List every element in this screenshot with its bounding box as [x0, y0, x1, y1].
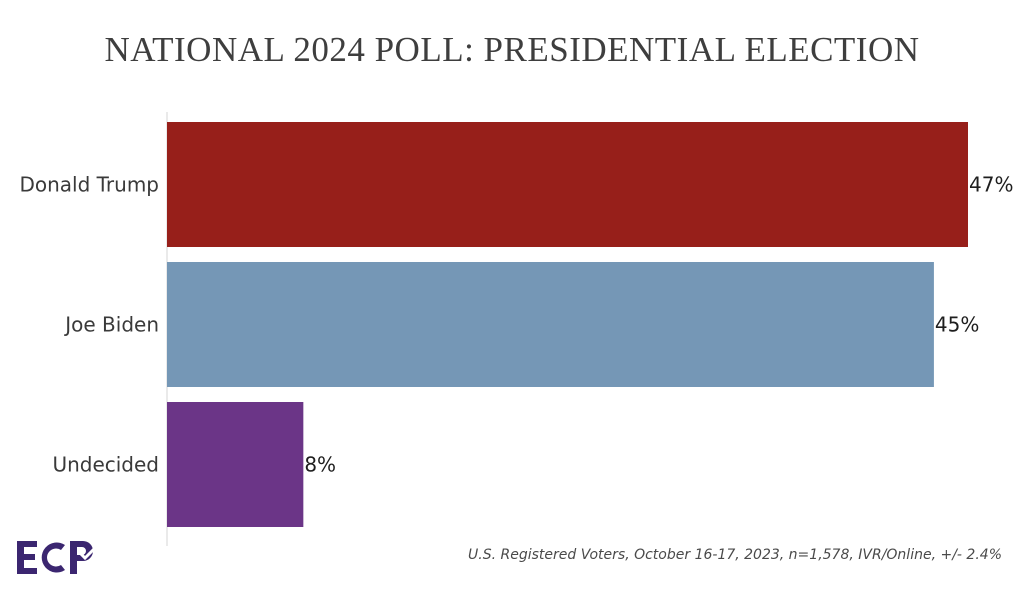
category-label-donald-trump: Donald Trump: [19, 173, 159, 197]
value-label-undecided: 8%: [304, 453, 336, 477]
bars-layer: Donald Trump 47% Joe Biden 45% Undecided 8%: [19, 122, 1013, 527]
bar-donald-trump: [167, 122, 968, 247]
logo-check-mark: [77, 540, 103, 561]
value-label-donald-trump: 47%: [969, 173, 1013, 197]
chart-title: NATIONAL 2024 POLL: PRESIDENTIAL ELECTIO…: [104, 30, 920, 69]
logo-letter-c: [41, 542, 65, 573]
bar-joe-biden: [167, 262, 934, 387]
category-label-joe-biden: Joe Biden: [63, 313, 159, 337]
bar-undecided: [167, 402, 304, 527]
logo-letter-e: [17, 541, 37, 574]
logo-letter-p: [70, 541, 93, 574]
value-label-joe-biden: 45%: [935, 313, 979, 337]
chart-footnote: U.S. Registered Voters, October 16-17, 2…: [468, 547, 1002, 563]
category-label-undecided: Undecided: [52, 453, 159, 477]
ecp-logo: [17, 540, 103, 574]
